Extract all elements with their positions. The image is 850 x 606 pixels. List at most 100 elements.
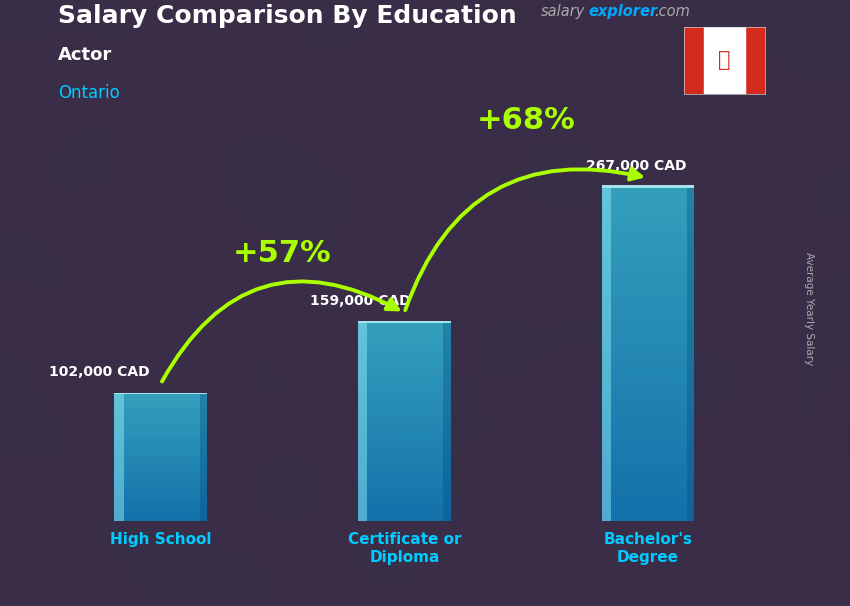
Bar bbox=[602, 496, 694, 501]
Bar bbox=[115, 437, 207, 439]
Bar bbox=[358, 387, 450, 390]
Bar bbox=[358, 479, 450, 482]
Bar bbox=[115, 454, 207, 456]
Bar bbox=[602, 405, 694, 408]
Bar bbox=[358, 467, 450, 469]
Bar bbox=[443, 323, 451, 521]
Bar bbox=[358, 449, 450, 451]
Bar bbox=[358, 323, 450, 325]
Bar bbox=[705, 27, 745, 94]
Bar bbox=[358, 464, 450, 467]
Bar bbox=[115, 511, 207, 513]
Bar bbox=[358, 422, 450, 424]
Bar bbox=[115, 432, 207, 434]
Bar bbox=[115, 480, 207, 481]
Bar bbox=[358, 362, 450, 365]
Bar bbox=[602, 330, 694, 334]
Bar bbox=[602, 467, 694, 471]
Bar bbox=[602, 201, 694, 205]
Bar bbox=[358, 328, 450, 330]
Bar bbox=[115, 498, 207, 499]
Bar bbox=[358, 514, 450, 516]
Bar bbox=[358, 380, 450, 382]
Text: salary: salary bbox=[541, 4, 585, 19]
Bar bbox=[115, 418, 207, 419]
Text: .com: .com bbox=[654, 4, 690, 19]
Bar bbox=[115, 429, 207, 430]
Bar bbox=[358, 340, 450, 342]
Bar bbox=[602, 185, 694, 188]
Bar bbox=[358, 519, 450, 521]
Bar bbox=[602, 350, 694, 355]
Bar bbox=[115, 410, 207, 411]
Bar bbox=[115, 407, 207, 408]
Bar bbox=[358, 395, 450, 397]
Bar bbox=[115, 422, 207, 424]
Bar bbox=[602, 250, 694, 255]
Bar bbox=[115, 434, 207, 435]
Text: +57%: +57% bbox=[233, 239, 332, 268]
Bar bbox=[602, 296, 694, 301]
Bar bbox=[358, 392, 450, 395]
Bar bbox=[358, 427, 450, 430]
Bar bbox=[358, 415, 450, 417]
Bar bbox=[602, 276, 694, 279]
Bar bbox=[602, 421, 694, 425]
Bar bbox=[358, 439, 450, 442]
Bar bbox=[602, 384, 694, 388]
Text: 102,000 CAD: 102,000 CAD bbox=[49, 365, 150, 379]
Bar bbox=[115, 478, 207, 480]
Bar bbox=[602, 238, 694, 242]
Bar bbox=[358, 402, 450, 405]
Bar bbox=[115, 464, 207, 465]
Bar bbox=[358, 378, 450, 380]
Bar bbox=[115, 494, 207, 496]
Bar bbox=[115, 467, 207, 468]
Bar bbox=[602, 279, 694, 284]
Bar bbox=[115, 475, 207, 476]
Bar bbox=[602, 325, 694, 330]
Bar bbox=[115, 399, 207, 401]
Bar bbox=[602, 288, 694, 292]
Bar bbox=[115, 445, 207, 447]
Bar bbox=[602, 234, 694, 238]
Bar bbox=[115, 425, 207, 427]
Bar bbox=[115, 397, 207, 399]
Bar bbox=[115, 438, 207, 440]
Bar bbox=[358, 491, 450, 494]
Bar bbox=[602, 463, 694, 467]
Bar bbox=[358, 407, 450, 410]
Bar bbox=[602, 292, 694, 296]
Bar bbox=[358, 410, 450, 412]
Bar bbox=[602, 392, 694, 396]
Bar bbox=[115, 435, 207, 437]
Bar bbox=[115, 473, 207, 475]
Bar bbox=[602, 408, 694, 413]
Bar bbox=[115, 440, 207, 442]
Bar bbox=[115, 486, 207, 488]
Bar bbox=[602, 209, 694, 213]
Bar bbox=[200, 394, 207, 521]
Bar bbox=[358, 370, 450, 372]
Bar bbox=[602, 513, 694, 517]
Bar bbox=[358, 338, 450, 340]
Bar bbox=[115, 507, 207, 508]
Bar bbox=[115, 451, 207, 453]
Bar bbox=[358, 516, 450, 519]
Bar bbox=[115, 394, 207, 396]
Bar bbox=[115, 393, 207, 394]
Bar bbox=[115, 405, 207, 407]
Bar bbox=[602, 446, 694, 450]
Bar bbox=[115, 424, 207, 425]
Bar bbox=[358, 474, 450, 476]
Bar bbox=[115, 496, 207, 498]
Bar bbox=[358, 462, 450, 464]
Bar bbox=[602, 213, 694, 217]
Bar bbox=[602, 442, 694, 446]
Bar bbox=[602, 305, 694, 309]
Bar bbox=[602, 505, 694, 508]
Bar bbox=[602, 192, 694, 196]
Bar bbox=[602, 196, 694, 201]
Bar bbox=[115, 476, 207, 478]
Bar bbox=[115, 518, 207, 519]
